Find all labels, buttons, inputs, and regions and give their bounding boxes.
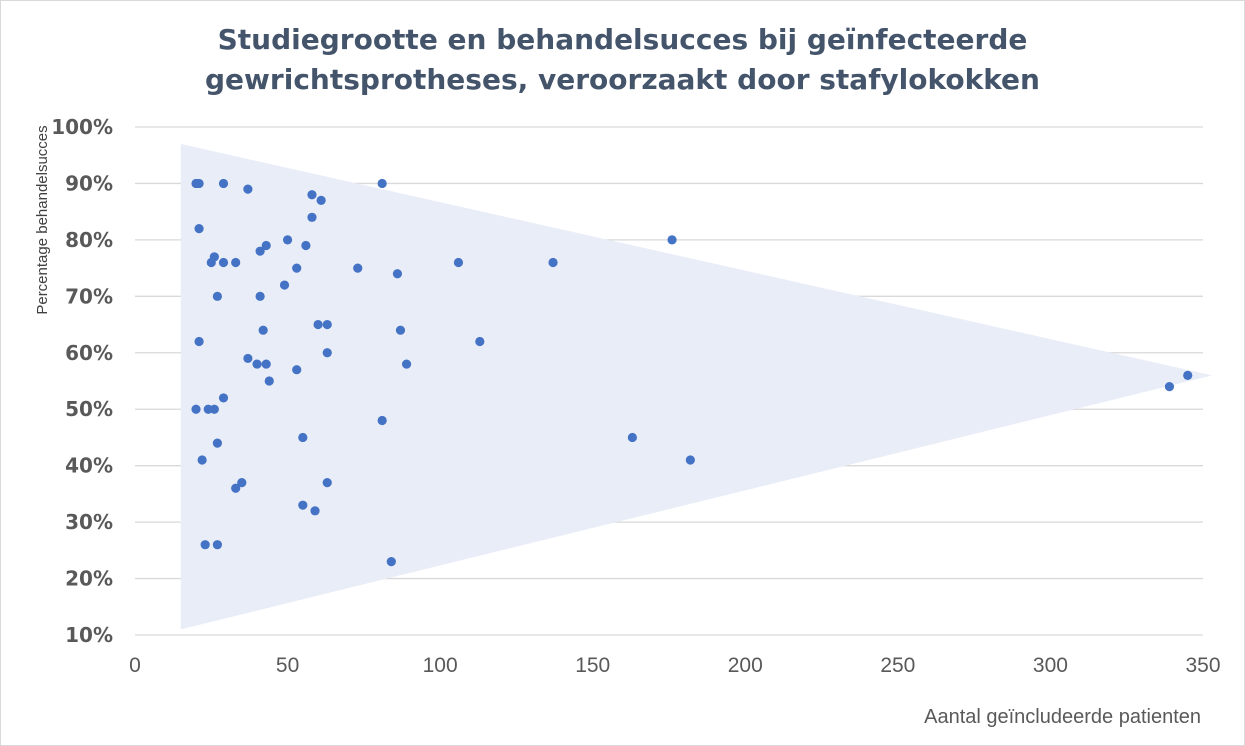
data-point (261, 240, 271, 251)
data-point (401, 359, 412, 369)
x-tick-label: 50 (276, 654, 299, 677)
y-tick-label: 20% (65, 567, 113, 591)
data-point (194, 178, 204, 189)
data-point (231, 257, 241, 268)
data-point (237, 478, 247, 488)
data-point (316, 195, 326, 205)
data-point (212, 540, 222, 550)
data-point (255, 246, 265, 256)
data-point (353, 263, 363, 273)
data-point (200, 540, 210, 550)
funnel-area (180, 143, 1213, 630)
y-tick-label: 50% (65, 397, 113, 421)
data-point (209, 404, 219, 414)
data-point (194, 336, 204, 347)
x-tick-label: 300 (1033, 654, 1068, 677)
data-point (548, 257, 558, 268)
data-point (197, 455, 207, 465)
data-point (218, 257, 229, 268)
y-tick-label: 80% (65, 228, 113, 252)
data-point (292, 263, 302, 273)
y-axis-ticks: 10% 20% 30% 40% 50% 60% 70% 80% 90% 100% (51, 115, 113, 647)
data-point (1164, 382, 1175, 392)
data-point (322, 348, 332, 358)
data-point (191, 404, 201, 414)
data-point (194, 224, 204, 234)
data-point (322, 319, 332, 330)
data-point (255, 291, 265, 301)
x-axis-ticks: 0 50 100 150 200 250 300 350 (129, 654, 1220, 677)
data-point (298, 432, 308, 443)
data-point (395, 325, 406, 335)
data-point (231, 483, 241, 493)
data-point (206, 257, 216, 268)
data-point (298, 500, 308, 510)
x-tick-label: 0 (129, 654, 141, 677)
data-point (282, 235, 293, 245)
data-point (264, 376, 274, 386)
data-point (322, 478, 332, 488)
x-tick-label: 250 (880, 654, 915, 677)
y-tick-label: 30% (65, 510, 113, 534)
data-point (292, 365, 302, 375)
data-point (386, 557, 396, 567)
data-point (667, 235, 677, 245)
data-point (218, 178, 229, 189)
data-point (313, 319, 323, 330)
x-tick-label: 350 (1185, 654, 1220, 677)
data-point (243, 184, 253, 194)
y-axis-label: Percentage behandelsucces (34, 125, 51, 314)
data-point (1183, 370, 1193, 380)
data-point (310, 506, 320, 516)
x-tick-label: 100 (423, 654, 458, 677)
data-point (453, 257, 464, 268)
data-point (212, 438, 222, 448)
x-tick-label: 150 (575, 654, 610, 677)
data-point (685, 455, 695, 465)
data-point (392, 269, 403, 279)
data-point (218, 393, 229, 403)
data-point (627, 432, 637, 443)
data-point (307, 212, 317, 222)
y-tick-label: 100% (51, 115, 113, 139)
data-point (243, 353, 253, 364)
chart-title-line-2: gewrichtsprotheses, veroorzaakt door sta… (205, 63, 1040, 96)
x-axis-label: Aantal geïncludeerde patienten (924, 706, 1201, 728)
y-tick-label: 70% (65, 284, 113, 308)
chart-title-line-1: Studiegrootte en behandelsucces bij geïn… (217, 23, 1028, 56)
data-point (252, 359, 262, 369)
data-point (377, 415, 387, 426)
data-point (261, 359, 271, 369)
data-point (212, 291, 222, 301)
data-point (475, 336, 485, 347)
data-point (377, 178, 387, 189)
data-points (191, 178, 1193, 567)
y-tick-label: 10% (65, 623, 113, 647)
y-tick-label: 60% (65, 341, 113, 365)
data-point (279, 280, 290, 290)
x-tick-label: 200 (728, 654, 763, 677)
data-point (307, 190, 317, 200)
data-point (258, 325, 268, 335)
y-tick-label: 90% (65, 171, 113, 195)
y-tick-label: 40% (65, 454, 113, 478)
data-point (301, 240, 311, 251)
